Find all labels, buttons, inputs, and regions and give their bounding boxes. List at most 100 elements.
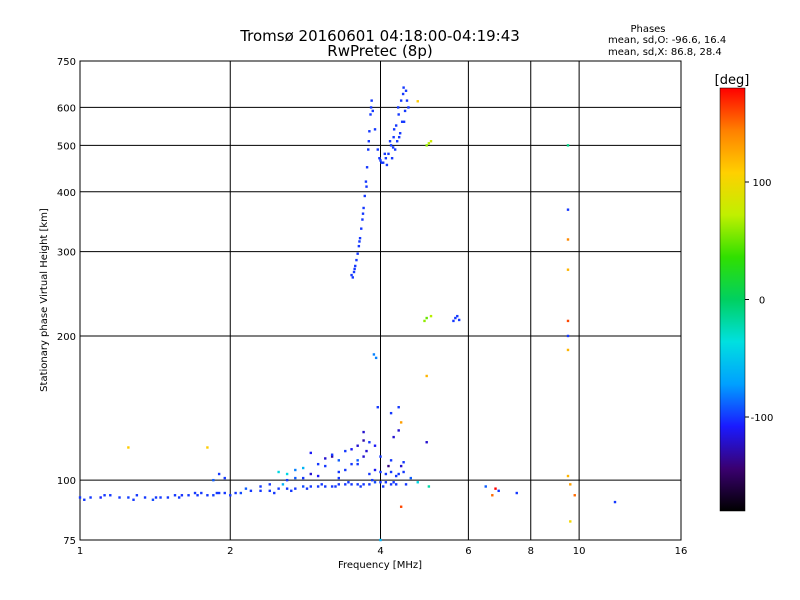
data-point: [180, 494, 184, 497]
data-point: [361, 218, 364, 221]
y-tick-label: 300: [57, 248, 76, 259]
data-point: [337, 459, 341, 462]
x-tick-label: 10: [573, 546, 586, 557]
data-point: [206, 494, 209, 497]
data-point: [83, 498, 86, 501]
data-point: [497, 489, 500, 493]
data-point: [389, 483, 393, 486]
data-point: [206, 446, 209, 449]
colorbar-tick-label: 0: [759, 296, 765, 307]
data-point: [371, 109, 374, 113]
data-point: [347, 481, 350, 484]
data-point: [362, 455, 365, 458]
data-point: [309, 472, 312, 476]
data-point: [379, 455, 382, 458]
chart-subtitle: RwPretec (8p): [327, 42, 432, 60]
data-point: [373, 444, 377, 447]
data-point: [371, 478, 374, 482]
data-point: [273, 491, 276, 495]
data-point: [394, 483, 398, 486]
data-point: [389, 459, 393, 462]
data-point: [281, 483, 285, 486]
data-point: [367, 148, 370, 151]
data-point: [290, 489, 293, 493]
data-point: [398, 132, 402, 135]
data-point: [566, 474, 570, 478]
y-tick-label: 75: [63, 536, 76, 547]
data-point: [351, 276, 354, 279]
data-point: [367, 140, 371, 143]
data-point: [215, 491, 219, 495]
data-point: [404, 89, 408, 92]
data-point: [376, 406, 379, 409]
data-point: [89, 496, 92, 499]
data-point: [277, 470, 280, 474]
data-point: [384, 481, 388, 484]
data-point: [389, 470, 393, 474]
data-point: [362, 206, 365, 210]
data-point: [566, 144, 570, 147]
data-point: [395, 140, 399, 143]
data-point: [166, 496, 170, 499]
y-axis-label: Stationary phase Virtual Height [km]: [39, 208, 50, 392]
data-point: [365, 166, 369, 169]
data-point: [344, 449, 347, 453]
data-point: [392, 435, 395, 439]
data-point: [109, 494, 112, 497]
data-point: [379, 159, 382, 162]
data-point: [316, 462, 320, 466]
data-point: [358, 236, 362, 240]
data-point: [397, 472, 400, 476]
data-point: [350, 448, 353, 451]
data-point: [259, 485, 262, 488]
data-point: [399, 421, 403, 424]
data-point: [387, 152, 390, 156]
data-point: [223, 476, 226, 480]
data-point: [285, 472, 289, 476]
data-point: [391, 146, 395, 149]
data-point: [397, 406, 400, 409]
data-point: [399, 99, 403, 102]
data-point: [217, 491, 221, 495]
data-point: [159, 496, 162, 499]
x-tick-label: 4: [377, 546, 383, 557]
data-point: [373, 468, 377, 472]
data-point: [359, 485, 362, 488]
data-point: [356, 444, 359, 447]
y-tick-label: 400: [57, 188, 76, 199]
data-point: [385, 163, 389, 167]
data-point: [372, 353, 376, 356]
data-point: [217, 472, 221, 476]
data-point: [374, 356, 378, 360]
data-point: [416, 481, 419, 484]
data-point: [613, 500, 617, 504]
data-point: [373, 481, 377, 484]
x-tick-label: 16: [675, 546, 688, 557]
data-point: [352, 270, 356, 274]
colorbar-tick-label: 100: [752, 178, 771, 189]
data-point: [301, 466, 305, 470]
data-point: [355, 258, 358, 262]
x-tick-label: 2: [227, 546, 233, 557]
data-point: [454, 316, 457, 320]
plot-area: 1 2 4 6 8 10 16 75 100 200 300 400 500 600 750: [57, 57, 687, 557]
data-point: [566, 334, 570, 338]
data-point: [324, 464, 327, 468]
data-point: [350, 273, 353, 277]
data-point: [127, 496, 130, 499]
data-point: [381, 485, 385, 488]
data-point: [285, 478, 289, 482]
data-point: [177, 496, 181, 499]
data-point: [368, 441, 371, 444]
data-point: [425, 316, 428, 320]
data-point: [362, 483, 365, 486]
data-point: [127, 446, 130, 449]
data-point: [427, 485, 431, 488]
data-point: [212, 494, 215, 497]
data-point: [401, 92, 405, 96]
data-point: [285, 487, 289, 490]
data-point: [566, 238, 570, 241]
data-point: [361, 212, 365, 215]
y-tick-label: 600: [57, 103, 76, 114]
data-point: [212, 478, 215, 482]
